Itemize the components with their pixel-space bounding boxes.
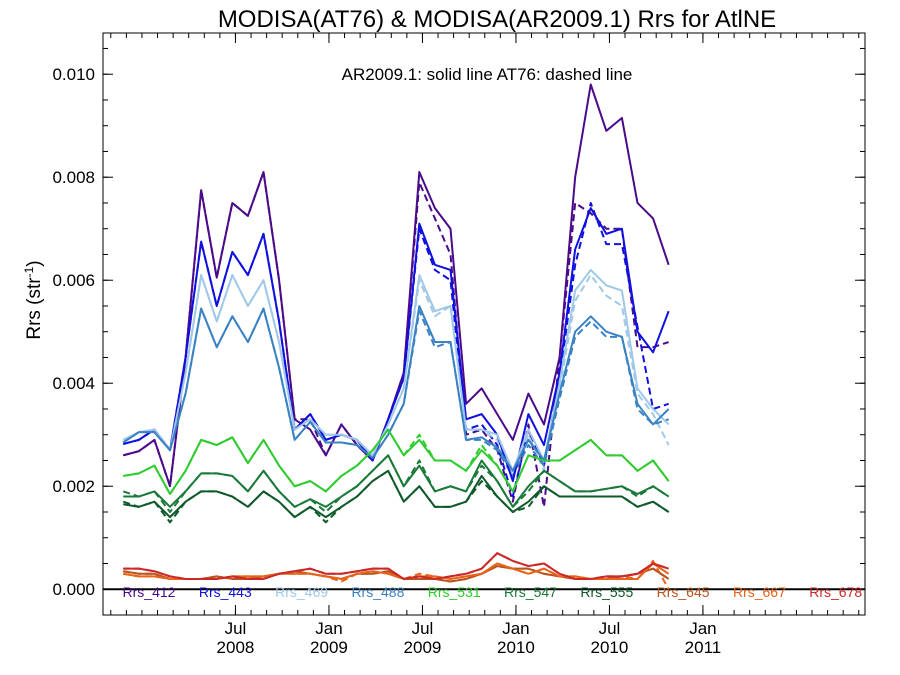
series-line-solid-1 [123, 207, 670, 483]
x-tick-label: 2010 [497, 638, 535, 657]
legend-entry-5: Rrs_547 [504, 584, 557, 600]
y-axis-label-sup: -1 [22, 266, 36, 277]
x-tick-label: Jul [225, 619, 247, 638]
series-line-dashed-3 [122, 307, 669, 477]
y-axis-label: Rrs (str-1) [22, 260, 45, 339]
series-line-solid-9 [123, 552, 669, 580]
series-line-solid-5 [123, 454, 670, 508]
y-tick-label: 0.010 [52, 65, 95, 84]
legend: Rrs_412 Rrs_443 Rrs_469 Rrs_488 Rrs_531 Rrs_5… [123, 584, 863, 600]
legend-entry-4: Rrs_531 [428, 584, 481, 600]
y-tick-label: 0.004 [52, 374, 95, 393]
legend-entry-7: Rrs_645 [657, 584, 710, 600]
x-tick-label: Jan [315, 619, 342, 638]
y-tick-label: 0.006 [52, 271, 95, 290]
plot-frame [102, 32, 866, 616]
x-tick-label: 2009 [310, 638, 348, 657]
x-tick-label: Jul [599, 619, 621, 638]
series-line-solid-8 [123, 562, 670, 580]
x-tick-label: 2011 [685, 638, 722, 657]
plot-area [103, 83, 865, 591]
y-tick-label: 0.000 [52, 580, 95, 599]
legend-entry-9: Rrs_678 [809, 584, 862, 600]
legend-entry-8: Rrs_667 [733, 584, 786, 600]
y-tick-label: 0.008 [52, 168, 95, 187]
series-line-solid-3 [122, 304, 670, 472]
chart-title: MODISA(AT76) & MODISA(AR2009.1) Rrs for … [218, 6, 776, 33]
series-line-dashed-2 [122, 274, 670, 477]
legend-entry-6: Rrs_555 [580, 584, 633, 600]
y-axis-label-close: ) [24, 260, 45, 266]
x-tick-label: Jan [502, 619, 529, 638]
legend-entry-3: Rrs_488 [351, 584, 404, 600]
series-line-dashed-5 [122, 454, 670, 513]
x-tick-label: Jan [689, 619, 716, 638]
y-tick-label: 0.002 [52, 477, 95, 496]
y-axis-label-main: Rrs (str [24, 277, 45, 340]
legend-entry-2: Rrs_469 [275, 584, 328, 600]
x-tick-label: 2009 [404, 638, 442, 657]
series-line-solid-2 [122, 268, 670, 472]
chart-subtitle: AR2009.1: solid line AT76: dashed line [342, 65, 633, 84]
axis-ticks: 0.0000.0020.0040.0060.0080.010Jul2008Jan… [52, 33, 865, 657]
x-tick-label: 2008 [217, 638, 255, 657]
legend-entry-0: Rrs_412 [123, 584, 176, 600]
legend-entry-1: Rrs_443 [199, 584, 252, 600]
x-tick-label: Jul [412, 619, 434, 638]
series-line-dashed-1 [123, 201, 669, 498]
series-line-solid-6 [123, 469, 670, 519]
series-line-solid-4 [123, 428, 670, 495]
x-tick-label: 2010 [591, 638, 629, 657]
